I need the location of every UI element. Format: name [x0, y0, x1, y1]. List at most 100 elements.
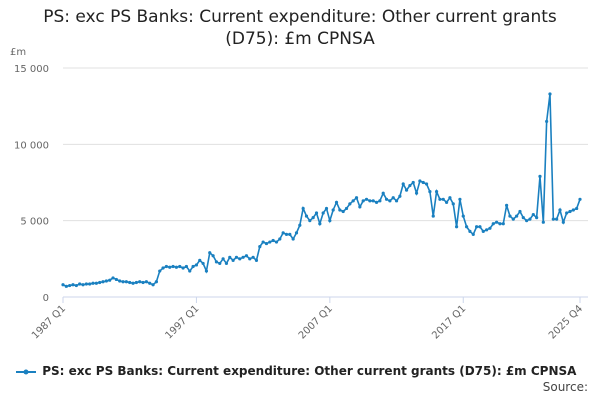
data-point: [141, 280, 145, 285]
data-point: [561, 220, 565, 224]
data-point: [408, 183, 412, 188]
data-point: [321, 211, 325, 215]
x-tick-label: 2025 Q4: [547, 303, 585, 341]
data-point: [478, 225, 482, 229]
data-point: [521, 216, 525, 220]
data-point: [171, 264, 175, 269]
data-point: [578, 197, 582, 201]
data-point: [421, 180, 425, 185]
data-point: [224, 261, 229, 266]
data-point: [161, 266, 165, 270]
y-unit: £m: [10, 47, 26, 58]
data-point: [424, 182, 429, 186]
data-point: [208, 251, 212, 255]
data-point: [501, 222, 505, 226]
data-point: [71, 283, 75, 287]
data-point: [411, 180, 415, 185]
data-point: [525, 219, 529, 223]
data-point: [448, 196, 452, 200]
data-point: [234, 255, 239, 259]
data-point: [61, 283, 65, 287]
data-point: [98, 280, 102, 285]
data-point: [154, 280, 158, 284]
data-point: [404, 188, 409, 192]
data-point: [488, 226, 492, 230]
data-point: [444, 200, 449, 204]
data-point: [64, 284, 68, 288]
data-point: [261, 240, 265, 244]
data-point: [371, 199, 375, 203]
data-point: [344, 206, 349, 211]
y-tick-label: 10 000: [14, 140, 49, 151]
data-point: [548, 92, 552, 96]
source: Source:: [542, 380, 588, 394]
data-point: [331, 208, 335, 212]
data-point: [551, 217, 555, 221]
y-tick-label: 0: [43, 293, 49, 304]
data-point: [304, 214, 309, 218]
data-point: [294, 231, 299, 235]
data-point: [74, 283, 78, 288]
data-point: [254, 258, 259, 262]
data-point: [211, 254, 215, 258]
data-point: [231, 258, 235, 262]
data-point: [391, 196, 395, 200]
data-point: [284, 232, 289, 237]
data-point: [131, 281, 135, 285]
data-point: [481, 229, 485, 233]
data-point: [258, 245, 262, 249]
data-point: [181, 266, 185, 270]
data-point: [124, 280, 128, 284]
data-point: [118, 279, 122, 283]
data-point: [378, 199, 382, 203]
data-point: [268, 240, 272, 244]
data-point: [168, 265, 172, 269]
data-point: [428, 190, 432, 194]
data-point: [324, 206, 329, 211]
legend-swatch: [16, 369, 36, 374]
data-point: [364, 197, 369, 201]
data-point: [311, 216, 315, 220]
data-point: [388, 199, 392, 203]
data-point: [334, 200, 339, 204]
data-point: [338, 208, 342, 212]
data-point: [104, 279, 108, 283]
chart-title: PS: exc PS Banks: Current expenditure: O…: [43, 7, 557, 49]
data-point: [458, 197, 462, 201]
data-point: [418, 179, 422, 183]
data-point: [301, 206, 305, 211]
data-point: [128, 280, 132, 285]
data-point: [565, 211, 569, 215]
data-point: [374, 200, 379, 204]
data-point: [358, 205, 362, 209]
data-point: [84, 282, 88, 286]
data-point: [291, 237, 295, 241]
data-point: [94, 281, 98, 285]
data-point: [401, 182, 405, 186]
data-point: [438, 197, 442, 201]
data-point: [191, 264, 195, 269]
data-point: [381, 191, 385, 195]
data-point: [274, 240, 279, 244]
y-tick-label: 15 000: [14, 64, 49, 75]
data-point: [414, 191, 419, 195]
legend-label: PS: exc PS Banks: Current expenditure: O…: [42, 364, 577, 378]
data-point: [575, 206, 579, 211]
data-point: [545, 119, 549, 124]
data-point: [518, 209, 522, 214]
data-point: [201, 261, 205, 266]
x-tick-label: 2017 Q1: [430, 303, 468, 341]
data-point: [398, 194, 402, 198]
data-point: [264, 241, 269, 246]
data-point: [498, 222, 502, 226]
data-point: [81, 283, 85, 287]
data-point: [341, 209, 345, 214]
data-point: [251, 255, 255, 259]
data-point: [271, 238, 275, 243]
data-point: [491, 222, 495, 226]
data-point: [111, 276, 115, 280]
data-point: [571, 208, 575, 212]
data-point: [288, 232, 292, 237]
